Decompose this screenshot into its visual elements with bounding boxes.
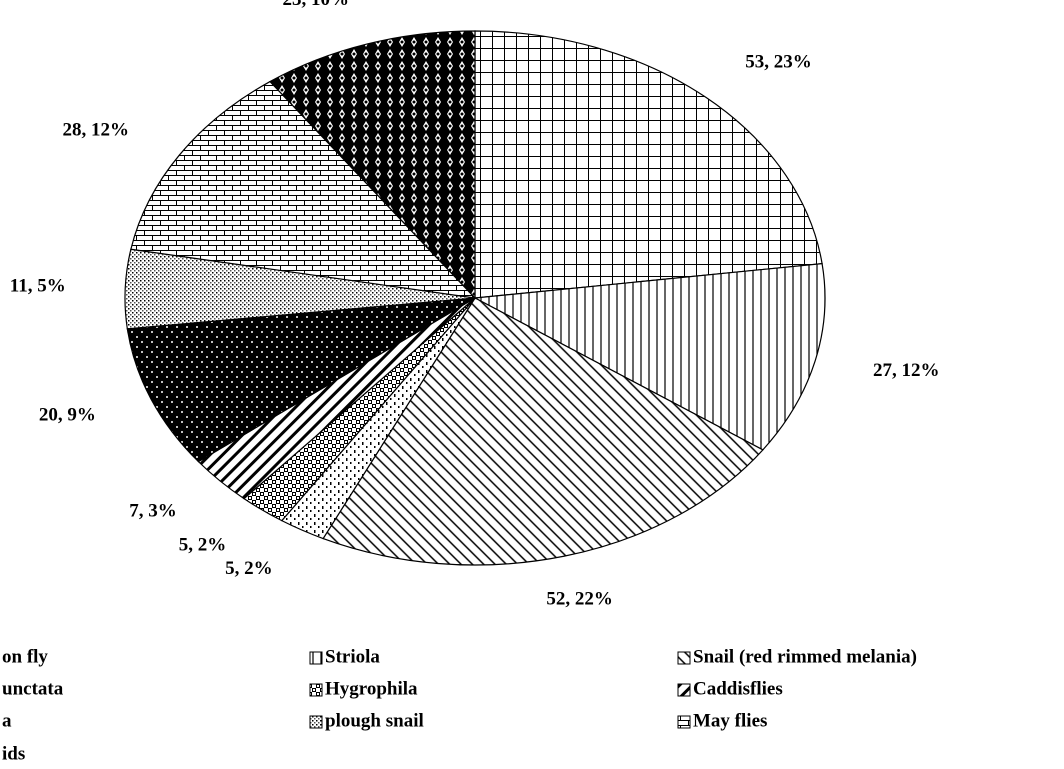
pie-slice <box>130 80 477 299</box>
legend-label: Snail (red rimmed melania) <box>693 646 917 667</box>
legend-swatch <box>677 651 691 665</box>
legend-label: Striola <box>325 646 380 667</box>
legend-label: ids <box>2 743 25 764</box>
legend-swatch <box>309 683 323 697</box>
pie-slice <box>126 297 476 463</box>
legend-swatch <box>309 651 323 665</box>
data-label: 7, 3% <box>129 500 177 521</box>
legend-swatch <box>309 715 323 729</box>
data-label: 11, 5% <box>10 276 66 297</box>
data-label: 20, 9% <box>39 404 96 425</box>
pie-slice <box>269 30 476 300</box>
pie-slice <box>472 262 826 451</box>
data-label: 5, 2% <box>225 558 273 579</box>
legend-swatch <box>677 683 691 697</box>
legend-label: a <box>2 710 12 731</box>
legend-label: May flies <box>693 710 767 731</box>
data-label: 52, 22% <box>546 588 613 609</box>
legend-label: Caddisflies <box>693 678 783 699</box>
legend-swatch <box>677 715 691 729</box>
data-label: 27, 12% <box>873 360 940 381</box>
legend-label: on fly <box>2 646 48 667</box>
legend-label: unctata <box>2 678 64 699</box>
data-label: 28, 12% <box>63 119 130 140</box>
pie-slice <box>474 30 823 299</box>
data-label: 53, 23% <box>745 52 812 73</box>
data-label: 23, 10% <box>282 0 349 10</box>
data-label: 5, 2% <box>179 535 227 556</box>
legend-label: Hygrophila <box>325 678 418 699</box>
legend-label: plough snail <box>325 710 424 731</box>
